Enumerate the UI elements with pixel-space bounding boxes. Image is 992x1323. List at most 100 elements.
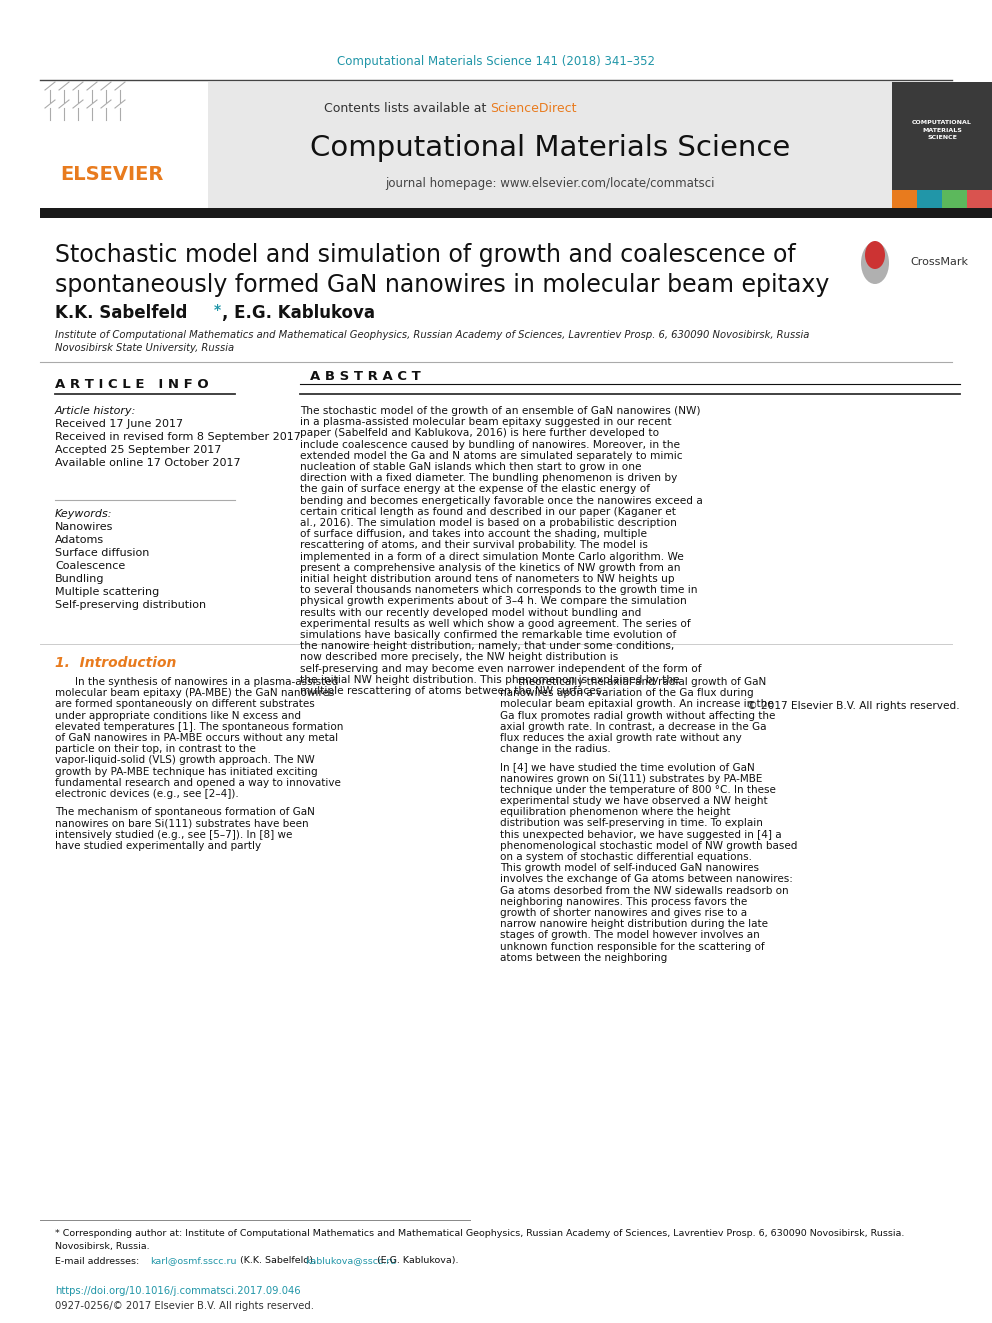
Text: A R T I C L E   I N F O: A R T I C L E I N F O [55, 377, 208, 390]
Text: the gain of surface energy at the expense of the elastic energy of: the gain of surface energy at the expens… [300, 484, 650, 495]
Text: COMPUTATIONAL
MATERIALS
SCIENCE: COMPUTATIONAL MATERIALS SCIENCE [912, 120, 972, 140]
Text: Received 17 June 2017: Received 17 June 2017 [55, 419, 184, 429]
Text: Ga flux promotes radial growth without affecting the: Ga flux promotes radial growth without a… [500, 710, 776, 721]
Text: bending and becomes energetically favorable once the nanowires exceed a: bending and becomes energetically favora… [300, 496, 703, 505]
Bar [917, 191, 942, 208]
Bar [967, 191, 992, 208]
Text: unknown function responsible for the scattering of: unknown function responsible for the sca… [500, 942, 765, 951]
Text: the nanowire height distribution, namely, that under some conditions,: the nanowire height distribution, namely… [300, 642, 675, 651]
Text: Keywords:: Keywords: [55, 509, 112, 519]
Bar [942, 191, 967, 208]
Text: certain critical length as found and described in our paper (Kaganer et: certain critical length as found and des… [300, 507, 676, 517]
Text: multiple rescattering of atoms between the NW surfaces.: multiple rescattering of atoms between t… [300, 687, 605, 696]
Text: flux reduces the axial growth rate without any: flux reduces the axial growth rate witho… [500, 733, 742, 744]
Text: growth by PA-MBE technique has initiated exciting: growth by PA-MBE technique has initiated… [55, 766, 317, 777]
Text: implemented in a form of a direct simulation Monte Carlo algorithm. We: implemented in a form of a direct simula… [300, 552, 683, 561]
Text: experimental results as well which show a good agreement. The series of: experimental results as well which show … [300, 619, 690, 628]
Bar [40, 208, 992, 218]
Text: al., 2016). The simulation model is based on a probabilistic description: al., 2016). The simulation model is base… [300, 519, 677, 528]
Text: Coalescence: Coalescence [55, 561, 125, 572]
Text: (E.G. Kablukova).: (E.G. Kablukova). [374, 1257, 458, 1266]
Text: physical growth experiments about of 3–4 h. We compare the simulation: physical growth experiments about of 3–4… [300, 597, 686, 606]
Text: narrow nanowire height distribution during the late: narrow nanowire height distribution duri… [500, 919, 768, 929]
Text: neighboring nanowires. This process favors the: neighboring nanowires. This process favo… [500, 897, 747, 906]
Text: phenomenological stochastic model of NW growth based: phenomenological stochastic model of NW … [500, 841, 798, 851]
Text: E-mail addresses:: E-mail addresses: [55, 1257, 142, 1266]
Text: (K.K. Sabelfeld),: (K.K. Sabelfeld), [237, 1257, 319, 1266]
Text: The mechanism of spontaneous formation of GaN: The mechanism of spontaneous formation o… [55, 807, 314, 818]
Text: nanowires on bare Si(111) substrates have been: nanowires on bare Si(111) substrates hav… [55, 819, 309, 828]
Text: under appropriate conditions like N excess and: under appropriate conditions like N exce… [55, 710, 301, 721]
Text: ELSEVIER: ELSEVIER [60, 165, 164, 184]
Text: © 2017 Elsevier B.V. All rights reserved.: © 2017 Elsevier B.V. All rights reserved… [747, 701, 960, 712]
Text: Contents lists available at: Contents lists available at [323, 102, 490, 115]
Text: experimental study we have observed a NW height: experimental study we have observed a NW… [500, 796, 768, 806]
Text: electronic devices (e.g., see [2–4]).: electronic devices (e.g., see [2–4]). [55, 789, 239, 799]
Text: molecular beam epitaxial growth. An increase in the: molecular beam epitaxial growth. An incr… [500, 700, 774, 709]
Bar [892, 82, 992, 208]
Text: fundamental research and opened a way to innovative: fundamental research and opened a way to… [55, 778, 341, 787]
Bar [40, 82, 208, 208]
Text: are formed spontaneously on different substrates: are formed spontaneously on different su… [55, 700, 314, 709]
Text: Received in revised form 8 September 2017: Received in revised form 8 September 201… [55, 433, 301, 442]
Text: Stochastic model and simulation of growth and coalescence of: Stochastic model and simulation of growt… [55, 243, 796, 267]
Text: growth of shorter nanowires and gives rise to a: growth of shorter nanowires and gives ri… [500, 908, 747, 918]
Text: vapor-liquid-solid (VLS) growth approach. The NW: vapor-liquid-solid (VLS) growth approach… [55, 755, 314, 766]
Ellipse shape [865, 241, 885, 269]
Text: particle on their top, in contrast to the: particle on their top, in contrast to th… [55, 745, 256, 754]
Text: karl@osmf.sscc.ru: karl@osmf.sscc.ru [150, 1257, 236, 1266]
Text: Adatoms: Adatoms [55, 534, 104, 545]
Text: CrossMark: CrossMark [910, 257, 968, 267]
Text: have studied experimentally and partly: have studied experimentally and partly [55, 841, 261, 851]
Text: In the synthesis of nanowires in a plasma-assisted: In the synthesis of nanowires in a plasm… [75, 677, 338, 687]
Text: nucleation of stable GaN islands which then start to grow in one: nucleation of stable GaN islands which t… [300, 462, 642, 472]
Text: involves the exchange of Ga atoms between nanowires:: involves the exchange of Ga atoms betwee… [500, 875, 793, 884]
Text: Institute of Computational Mathematics and Mathematical Geophysics, Russian Acad: Institute of Computational Mathematics a… [55, 329, 809, 340]
Text: simulations have basically confirmed the remarkable time evolution of: simulations have basically confirmed the… [300, 630, 677, 640]
Text: theoretically the axial and radial growth of GaN: theoretically the axial and radial growt… [518, 677, 766, 687]
Text: nanowires grown on Si(111) substrates by PA-MBE: nanowires grown on Si(111) substrates by… [500, 774, 763, 783]
Text: rescattering of atoms, and their survival probability. The model is: rescattering of atoms, and their surviva… [300, 540, 648, 550]
Text: of GaN nanowires in PA-MBE occurs without any metal: of GaN nanowires in PA-MBE occurs withou… [55, 733, 338, 744]
Text: self-preserving and may become even narrower independent of the form of: self-preserving and may become even narr… [300, 664, 701, 673]
Text: Novosibirsk, Russia.: Novosibirsk, Russia. [55, 1242, 150, 1252]
Text: A B S T R A C T: A B S T R A C T [310, 369, 421, 382]
Text: Available online 17 October 2017: Available online 17 October 2017 [55, 458, 241, 468]
Text: extended model the Ga and N atoms are simulated separately to mimic: extended model the Ga and N atoms are si… [300, 451, 682, 460]
Ellipse shape [861, 242, 889, 284]
Text: Computational Materials Science: Computational Materials Science [310, 134, 790, 161]
Text: Article history:: Article history: [55, 406, 136, 415]
Text: this unexpected behavior, we have suggested in [4] a: this unexpected behavior, we have sugges… [500, 830, 782, 840]
Text: technique under the temperature of 800 °C. In these: technique under the temperature of 800 °… [500, 785, 776, 795]
Text: This growth model of self-induced GaN nanowires: This growth model of self-induced GaN na… [500, 863, 759, 873]
Text: equilibration phenomenon where the height: equilibration phenomenon where the heigh… [500, 807, 730, 818]
Text: on a system of stochastic differential equations.: on a system of stochastic differential e… [500, 852, 752, 863]
Text: now described more precisely, the NW height distribution is: now described more precisely, the NW hei… [300, 652, 618, 663]
Text: the initial NW height distribution. This phenomenon is explained by the: the initial NW height distribution. This… [300, 675, 680, 685]
Text: * Corresponding author at: Institute of Computational Mathematics and Mathematic: * Corresponding author at: Institute of … [55, 1229, 905, 1238]
Bar [208, 82, 892, 208]
Text: ScienceDirect: ScienceDirect [490, 102, 576, 115]
Text: Ga atoms desorbed from the NW sidewalls readsorb on: Ga atoms desorbed from the NW sidewalls … [500, 885, 789, 896]
Bar [892, 191, 917, 208]
Text: nanowires upon a variation of the Ga flux during: nanowires upon a variation of the Ga flu… [500, 688, 754, 699]
Text: Surface diffusion: Surface diffusion [55, 548, 150, 558]
Text: Accepted 25 September 2017: Accepted 25 September 2017 [55, 445, 221, 455]
Text: In [4] we have studied the time evolution of GaN: In [4] we have studied the time evolutio… [500, 762, 755, 773]
Text: K.K. Sabelfeld: K.K. Sabelfeld [55, 304, 193, 321]
Text: to several thousands nanometers which corresponds to the growth time in: to several thousands nanometers which co… [300, 585, 697, 595]
Text: Novosibirsk State University, Russia: Novosibirsk State University, Russia [55, 343, 234, 353]
Text: present a comprehensive analysis of the kinetics of NW growth from an: present a comprehensive analysis of the … [300, 562, 681, 573]
Text: journal homepage: www.elsevier.com/locate/commatsci: journal homepage: www.elsevier.com/locat… [385, 176, 715, 189]
Text: include coalescence caused by bundling of nanowires. Moreover, in the: include coalescence caused by bundling o… [300, 439, 680, 450]
Text: direction with a fixed diameter. The bundling phenomenon is driven by: direction with a fixed diameter. The bun… [300, 474, 678, 483]
Text: *: * [214, 303, 221, 318]
Text: The stochastic model of the growth of an ensemble of GaN nanowires (NW): The stochastic model of the growth of an… [300, 406, 700, 415]
Text: distribution was self-preserving in time. To explain: distribution was self-preserving in time… [500, 819, 763, 828]
Text: 0927-0256/© 2017 Elsevier B.V. All rights reserved.: 0927-0256/© 2017 Elsevier B.V. All right… [55, 1301, 314, 1311]
Text: intensively studied (e.g., see [5–7]). In [8] we: intensively studied (e.g., see [5–7]). I… [55, 830, 293, 840]
Text: in a plasma-assisted molecular beam epitaxy suggested in our recent: in a plasma-assisted molecular beam epit… [300, 417, 672, 427]
Text: molecular beam epitaxy (PA-MBE) the GaN nanowires: molecular beam epitaxy (PA-MBE) the GaN … [55, 688, 334, 699]
Text: change in the radius.: change in the radius. [500, 745, 611, 754]
Text: kablukova@sscc.ru: kablukova@sscc.ru [305, 1257, 396, 1266]
